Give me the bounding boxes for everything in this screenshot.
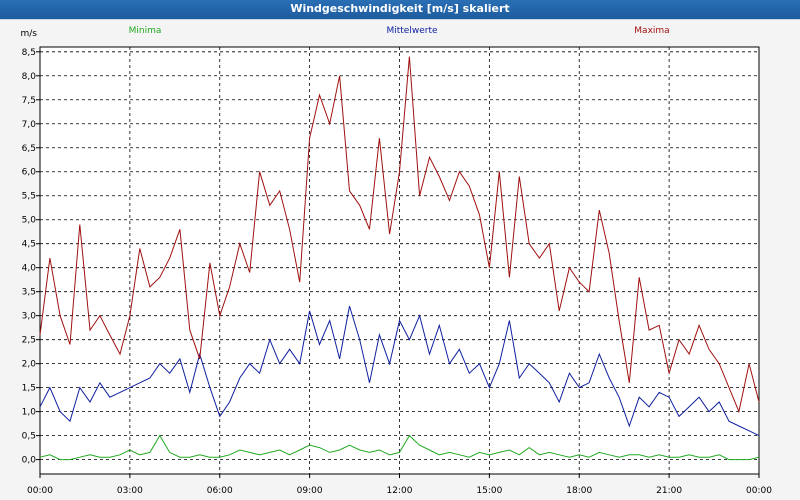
x-tick-time-label: 00:00 <box>27 486 53 496</box>
x-tick-time-label: 15:00 <box>476 486 502 496</box>
y-tick-label: 1,5 <box>22 384 36 394</box>
x-tick-time-label: 21:00 <box>656 486 682 496</box>
y-tick-label: 7,5 <box>22 96 36 106</box>
y-tick-label: 3,0 <box>22 312 37 322</box>
y-tick-label: 0,5 <box>22 432 36 442</box>
legend-item-minima: Minima <box>129 26 162 36</box>
series-line-mittelwerte <box>39 305 760 437</box>
legend-item-mittelwerte: Mittelwerte <box>386 26 437 36</box>
x-tick-time-label: 18:00 <box>566 486 592 496</box>
y-tick-label: 8,5 <box>22 48 36 58</box>
legend: Minima Mittelwerte Maxima <box>129 26 670 36</box>
window-title: Windgeschwindigkeit [m/s] skaliert <box>0 0 800 20</box>
x-tick-time-label: 00:00 <box>746 486 772 496</box>
series-line-minima <box>39 434 760 461</box>
y-tick-label: 2,0 <box>22 360 37 370</box>
x-tick-time-label: 09:00 <box>297 486 323 496</box>
x-tick-time-label: 12:00 <box>387 486 413 496</box>
y-tick-label: 1,0 <box>22 408 37 418</box>
series-line-maxima <box>39 56 760 414</box>
y-tick-label: 6,0 <box>22 168 37 178</box>
y-tick-label: 0,0 <box>22 456 37 466</box>
y-tick-label: 6,5 <box>22 144 36 154</box>
wind-speed-chart: 0,0 0,5 1,0 1,5 2,0 2,5 3,0 3,5 4,0 4,5 5,0 5,5 6,0 6… <box>0 20 800 500</box>
y-tick-label: 4,0 <box>22 264 37 274</box>
series-lines <box>39 56 760 461</box>
y-tick-label: 3,5 <box>22 288 36 298</box>
y-tick-label: 5,0 <box>22 216 37 226</box>
y-axis: 0,0 0,5 1,0 1,5 2,0 2,5 3,0 3,5 4,0 4,5 5,0 5,5 6,0 6… <box>22 48 40 466</box>
y-tick-label: 2,5 <box>22 336 36 346</box>
x-tick-time-label: 03:00 <box>117 486 143 496</box>
y-tick-label: 7,0 <box>22 120 37 130</box>
y-tick-label: 4,5 <box>22 240 36 250</box>
y-tick-label: 8,0 <box>22 72 37 82</box>
y-tick-label: 5,5 <box>22 192 36 202</box>
x-axis: 00:0016.07.2303:0016.07.2306:0016.07.230… <box>27 474 772 496</box>
legend-item-maxima: Maxima <box>634 26 669 36</box>
x-tick-time-label: 06:00 <box>207 486 233 496</box>
y-axis-label: m/s <box>21 29 38 39</box>
grid-lines <box>40 47 759 474</box>
